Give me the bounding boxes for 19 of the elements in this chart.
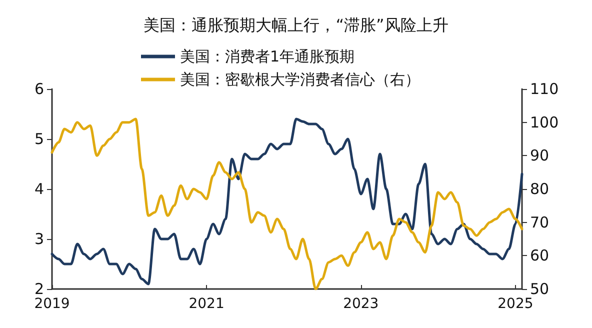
y2-tick-label: 100	[530, 113, 559, 132]
x-tick-label: 2025	[498, 296, 534, 312]
y2-tick-label: 110	[530, 80, 559, 98]
y-tick-label: 4	[34, 180, 44, 198]
chart-title: 美国：通胀预期大幅上行，“滞胀”风险上升	[144, 16, 448, 34]
x-tick-label: 2019	[34, 296, 70, 312]
y2-tick-label: 70	[530, 213, 550, 232]
y-tick-label: 6	[34, 80, 44, 98]
y2-tick-label: 90	[530, 146, 550, 165]
x-tick-label: 2023	[343, 296, 379, 312]
legend-label: 美国：密歇根大学消费者信心（右）	[180, 70, 420, 88]
y-tick-label: 5	[34, 130, 44, 148]
y-tick-label: 2	[34, 280, 44, 298]
y-tick-label: 3	[34, 230, 44, 248]
y2-tick-label: 80	[530, 180, 550, 198]
y2-tick-label: 60	[530, 246, 550, 265]
y2-tick-label: 50	[530, 280, 550, 298]
legend-label: 美国：消费者1年通胀预期	[180, 48, 355, 66]
x-tick-label: 2021	[188, 296, 224, 312]
